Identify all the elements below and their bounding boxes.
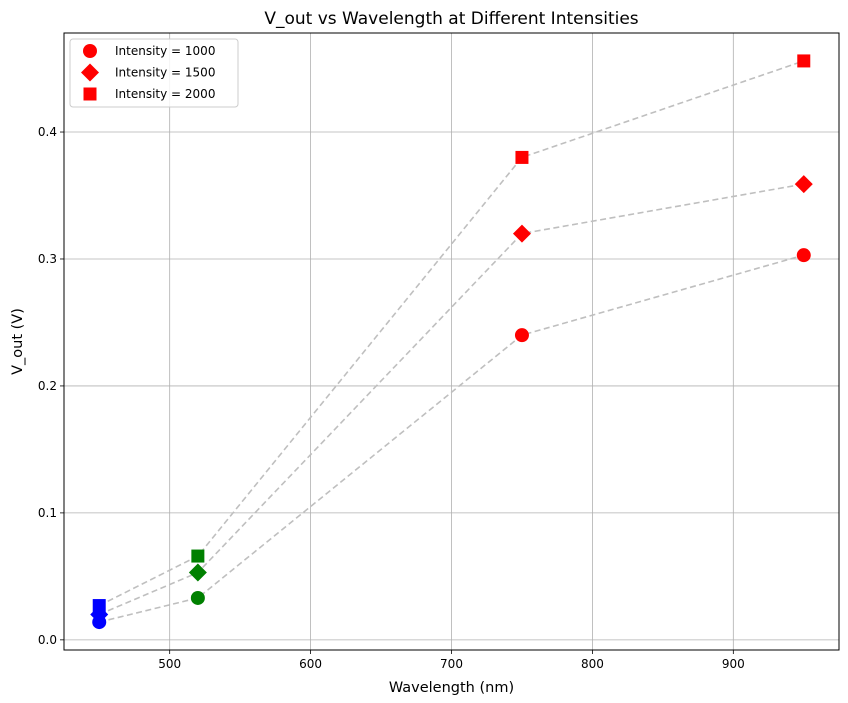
legend-diamond-icon xyxy=(81,63,99,82)
circle-point xyxy=(190,590,205,605)
square-point xyxy=(92,599,106,613)
y-axis: 0.0 0.1 0.2 0.3 0.4 xyxy=(38,125,64,647)
series-line-3 xyxy=(98,60,805,607)
circle-point xyxy=(514,328,529,343)
x-tick-label: 500 xyxy=(158,657,181,671)
x-tick-label: 700 xyxy=(440,657,463,671)
legend: Intensity = 1000 Intensity = 1500 Intensit… xyxy=(69,38,239,108)
grid xyxy=(64,33,839,650)
x-tick-label: 600 xyxy=(299,657,322,671)
x-tick-label: 800 xyxy=(581,657,604,671)
square-point xyxy=(515,150,529,164)
diamond-point xyxy=(512,224,531,243)
y-axis-label: V_out (V) xyxy=(10,308,26,375)
x-axis: 500 600 700 800 900 xyxy=(158,650,745,671)
data-points xyxy=(90,54,813,630)
square-point xyxy=(797,54,811,68)
y-tick-label: 0.1 xyxy=(38,506,57,520)
x-tick-label: 900 xyxy=(722,657,745,671)
series-line-1 xyxy=(99,254,804,623)
legend-box xyxy=(69,38,239,108)
legend-label: Intensity = 1500 xyxy=(115,66,215,80)
square-point xyxy=(191,549,205,563)
circle-point xyxy=(796,248,811,263)
y-tick-label: 0.4 xyxy=(38,125,57,139)
x-axis-label: Wavelength (nm) xyxy=(389,680,514,696)
y-tick-label: 0.3 xyxy=(38,252,57,266)
series-lines xyxy=(98,60,805,623)
diamond-point xyxy=(188,563,207,582)
diamond-point xyxy=(794,175,813,194)
legend-circle-icon xyxy=(83,44,97,58)
legend-label: Intensity = 1000 xyxy=(115,44,215,58)
y-tick-label: 0.2 xyxy=(38,379,57,393)
chart-title: V_out vs Wavelength at Different Intensi… xyxy=(264,9,638,29)
y-tick-label: 0.0 xyxy=(38,633,57,647)
legend-label: Intensity = 2000 xyxy=(115,87,215,101)
legend-square-icon xyxy=(83,87,97,101)
